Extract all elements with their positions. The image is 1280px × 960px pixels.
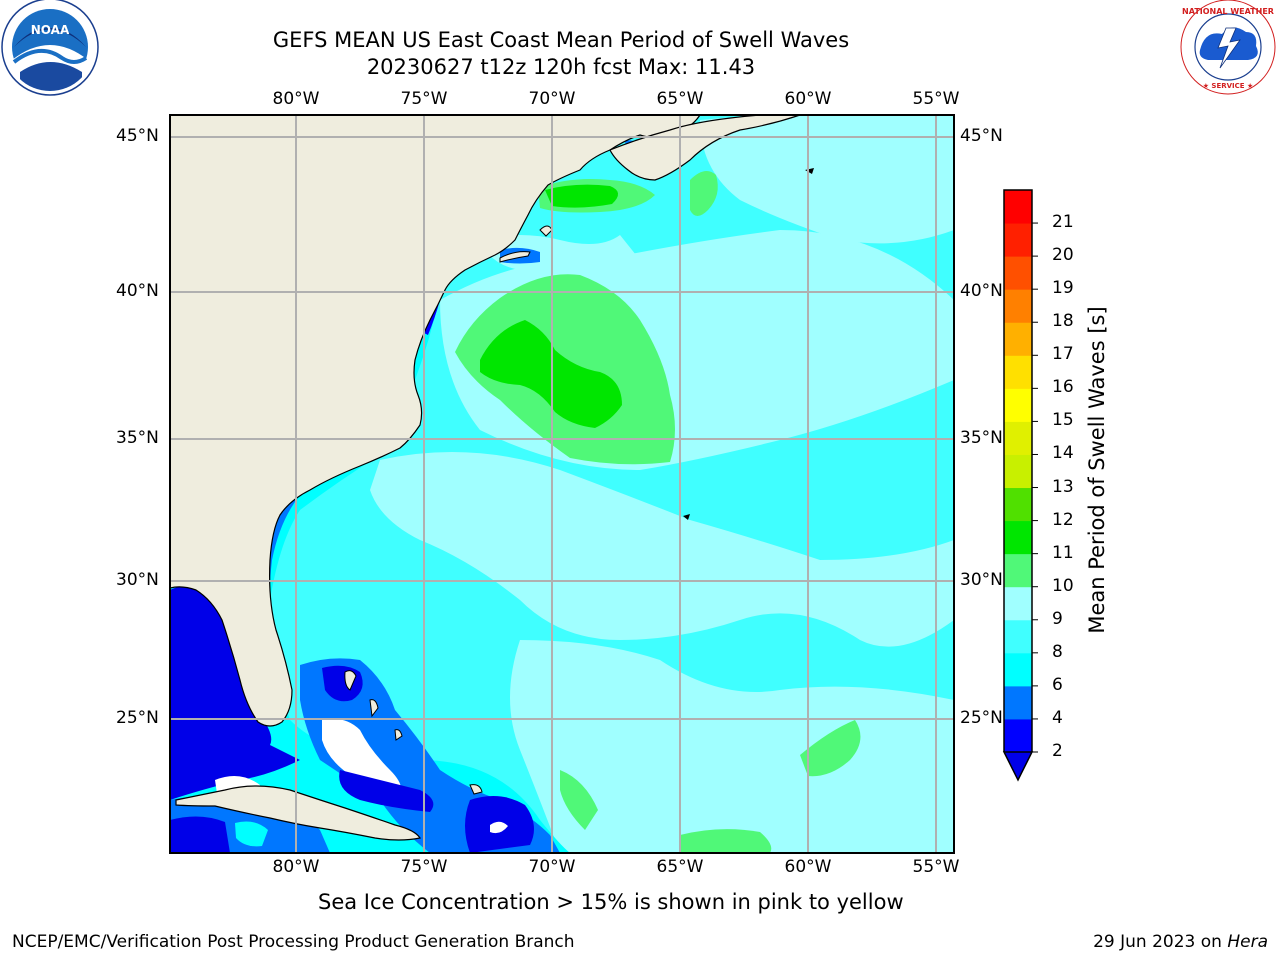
colorbar-tick-label: 14 bbox=[1052, 443, 1074, 464]
colorbar-bin bbox=[1004, 322, 1032, 356]
colorbar-bin bbox=[1004, 388, 1032, 422]
colorbar-tick-label: 21 bbox=[1052, 212, 1074, 233]
colorbar-bin bbox=[1004, 223, 1032, 257]
colorbar-tick-label: 2 bbox=[1052, 741, 1063, 761]
nws-logo-icon: NATIONAL WEATHER ★ SERVICE ★ bbox=[1180, 0, 1276, 95]
lon-label-bottom-60w: 60°W bbox=[784, 857, 832, 877]
lon-label-top-65w: 65°W bbox=[656, 89, 704, 109]
colorbar-bin bbox=[1004, 553, 1032, 588]
colorbar-bin bbox=[1004, 190, 1032, 224]
colorbar-tick-label: 8 bbox=[1052, 641, 1063, 662]
lat-label-right-35n: 35°N bbox=[960, 428, 1003, 448]
forecast-subtitle: 20230627 t12z 120h fcst Max: 11.43 bbox=[366, 55, 756, 79]
colorbar-bin bbox=[1004, 586, 1032, 621]
lon-label-top-75w: 75°W bbox=[400, 89, 448, 109]
colorbar-tick-label: 12 bbox=[1052, 509, 1074, 530]
colorbar-tick-label: 18 bbox=[1052, 311, 1074, 332]
colorbar-tick-label: 13 bbox=[1052, 476, 1074, 497]
colorbar-tick-label: 9 bbox=[1052, 608, 1063, 629]
colorbar-under-arrow bbox=[1002, 751, 1034, 782]
colorbar-tick-label: 19 bbox=[1052, 278, 1074, 299]
colorbar-frame bbox=[1003, 189, 1033, 752]
lon-label-bottom-65w: 65°W bbox=[656, 857, 704, 877]
colorbar-tick-label: 6 bbox=[1052, 674, 1063, 695]
colorbar-bin bbox=[1004, 256, 1032, 290]
sea-ice-note: Sea Ice Concentration > 15% is shown in … bbox=[318, 890, 904, 914]
map-field bbox=[170, 115, 954, 853]
svg-text:★ SERVICE ★: ★ SERVICE ★ bbox=[1203, 82, 1254, 90]
colorbar-label: Mean Period of Swell Waves [s] bbox=[1085, 306, 1109, 634]
lat-label-right-25n: 25°N bbox=[960, 708, 1003, 728]
lon-label-bottom-75w: 75°W bbox=[400, 857, 448, 877]
colorbar-bin bbox=[1004, 355, 1032, 389]
colorbar-tick-label: 10 bbox=[1052, 575, 1074, 596]
colorbar-bin bbox=[1004, 652, 1032, 687]
map-title: GEFS MEAN US East Coast Mean Period of S… bbox=[272, 28, 850, 52]
colorbar-bin bbox=[1004, 520, 1032, 555]
lat-label-right-45n: 45°N bbox=[960, 126, 1003, 146]
lat-label-right-40n: 40°N bbox=[960, 281, 1003, 301]
colorbar-tick-label: 20 bbox=[1052, 245, 1074, 266]
lat-label-left-35n: 35°N bbox=[116, 428, 159, 448]
credit-branch: NCEP/EMC/Verification Post Processing Pr… bbox=[12, 932, 575, 952]
lon-label-top-70w: 70°W bbox=[528, 89, 576, 109]
lon-label-top-60w: 60°W bbox=[784, 89, 832, 109]
lat-label-left-30n: 30°N bbox=[116, 570, 159, 590]
colorbar-tick-label: 4 bbox=[1052, 707, 1063, 728]
lon-label-top-55w: 55°W bbox=[912, 89, 960, 109]
credit-date: 29 Jun 2023 on Hera bbox=[1093, 932, 1268, 952]
colorbar-bin bbox=[1004, 685, 1032, 720]
colorbar bbox=[1002, 189, 1038, 782]
lon-label-bottom-55w: 55°W bbox=[912, 857, 960, 877]
svg-text:NATIONAL WEATHER: NATIONAL WEATHER bbox=[1182, 7, 1274, 16]
lat-label-right-30n: 30°N bbox=[960, 570, 1003, 590]
graticule bbox=[170, 115, 954, 853]
noaa-logo-icon: NOAA bbox=[1, 0, 99, 96]
colorbar-tick-label: 17 bbox=[1052, 344, 1074, 365]
svg-text:NOAA: NOAA bbox=[31, 23, 70, 37]
colorbar-bin bbox=[1004, 421, 1032, 455]
colorbar-bin bbox=[1004, 619, 1032, 654]
colorbar-bin bbox=[1004, 487, 1032, 522]
colorbar-tick-label: 15 bbox=[1052, 410, 1074, 431]
colorbar-tick-label: 11 bbox=[1052, 542, 1074, 563]
lon-label-top-80w: 80°W bbox=[272, 89, 320, 109]
map-frame bbox=[169, 114, 955, 854]
colorbar-tick-label: 16 bbox=[1052, 377, 1074, 398]
colorbar-bin bbox=[1004, 289, 1032, 323]
lat-label-left-40n: 40°N bbox=[116, 281, 159, 301]
lon-label-bottom-80w: 80°W bbox=[272, 857, 320, 877]
lat-label-left-25n: 25°N bbox=[116, 708, 159, 728]
colorbar-bin bbox=[1004, 718, 1032, 753]
credit-date-text: 29 Jun 2023 on bbox=[1093, 932, 1228, 952]
credit-machine: Hera bbox=[1227, 932, 1268, 952]
lat-label-left-45n: 45°N bbox=[116, 126, 159, 146]
colorbar-bin bbox=[1004, 454, 1032, 489]
lon-label-bottom-70w: 70°W bbox=[528, 857, 576, 877]
